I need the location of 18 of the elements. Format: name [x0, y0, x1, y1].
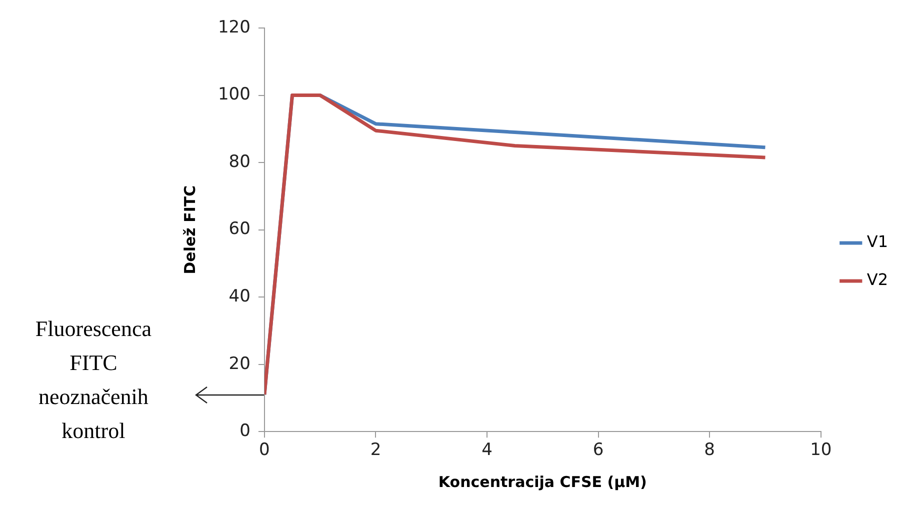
y-axis-title: Delež FITC [180, 185, 199, 274]
y-tick-label: 20 [228, 354, 250, 374]
y-tick-label: 100 [218, 84, 250, 105]
x-tick-label: 2 [370, 440, 382, 460]
legend-label: V1 [866, 232, 888, 252]
x-tick-label: 4 [482, 440, 492, 460]
y-tick-label: 120 [218, 17, 250, 38]
y-tick-label: 0 [240, 421, 250, 442]
y-tick-label: 80 [228, 152, 250, 172]
x-axis-title: Koncentracija CFSE (µM) [438, 472, 647, 491]
legend-label: V2 [866, 270, 888, 290]
x-tick-label: 8 [704, 440, 716, 460]
x-tick-label: 10 [810, 440, 832, 460]
x-tick-label: 0 [259, 440, 270, 460]
y-tick-label: 40 [228, 286, 250, 306]
x-tick-label: 6 [592, 440, 604, 460]
text: Fluorescenca FITC neoznačenih kontrol [35, 316, 152, 443]
y-tick-label: 60 [228, 219, 250, 240]
